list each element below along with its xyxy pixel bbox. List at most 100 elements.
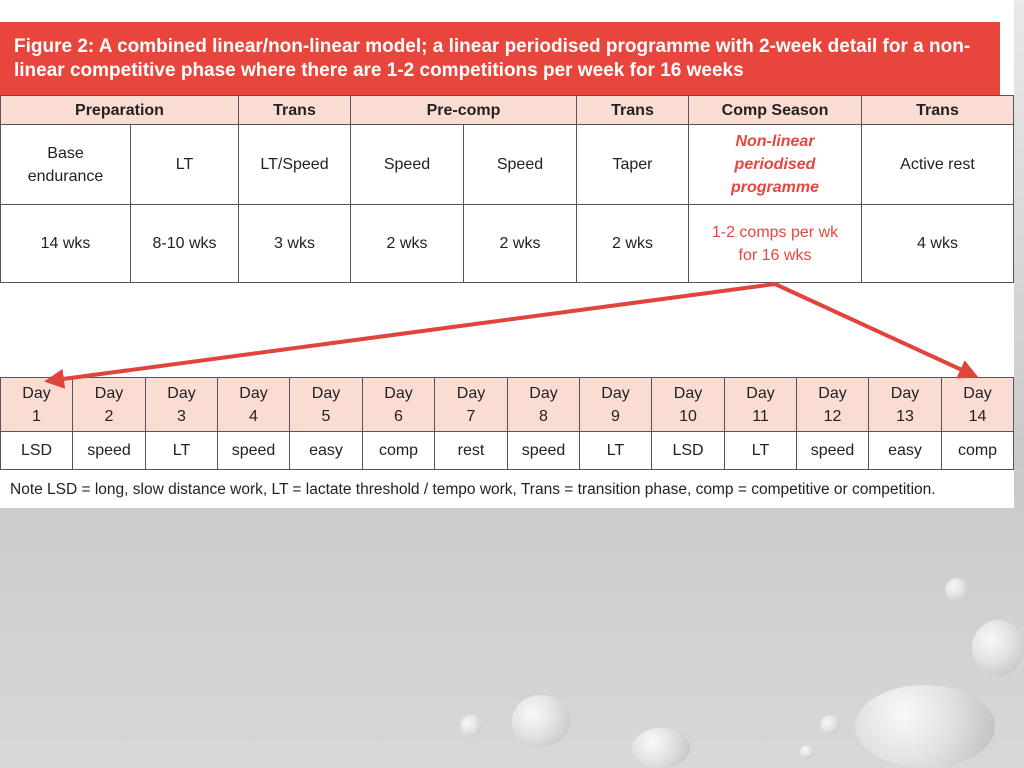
table-cell: comp	[362, 431, 435, 470]
cell-text: LSD	[672, 442, 704, 459]
table-cell: speed	[507, 431, 580, 470]
cell-text: Day 2	[94, 384, 124, 425]
table-cell: Day 2	[72, 377, 146, 432]
cell-text: 2 wks	[499, 235, 541, 252]
cell-text: speed	[521, 442, 566, 459]
table-cell: Trans	[861, 95, 1014, 125]
table-cell: 4 wks	[861, 204, 1014, 283]
figure: Figure 2: A combined linear/non-linear m…	[0, 22, 1014, 498]
cell-text: Day 12	[818, 384, 847, 425]
table-cell: easy	[868, 431, 942, 470]
table-cell: speed	[72, 431, 146, 470]
cell-text: 14 wks	[40, 235, 91, 252]
table-cell: LT	[130, 124, 239, 205]
table-cell: speed	[217, 431, 290, 470]
cell-text: Day 5	[311, 384, 341, 425]
table-cell: 8-10 wks	[130, 204, 239, 283]
table-cell: speed	[796, 431, 869, 470]
table-cell: Trans	[238, 95, 351, 125]
cell-text: Comp Season	[721, 101, 829, 119]
table-cell: Day 5	[289, 377, 363, 432]
table-cell: Day 3	[145, 377, 218, 432]
table-cell: Taper	[576, 124, 689, 205]
cell-text: easy	[888, 442, 922, 459]
cell-text: 2 wks	[612, 235, 653, 252]
cell-text: 2 wks	[386, 235, 428, 252]
cell-text: Day 3	[167, 384, 196, 425]
droplet	[972, 620, 1024, 676]
droplet	[460, 715, 482, 737]
cell-text: Taper	[612, 156, 653, 173]
cell-text: Speed	[383, 156, 431, 173]
table-cell: Day 14	[941, 377, 1014, 432]
table-cell: Day 11	[724, 377, 797, 432]
table-cell: Day 6	[362, 377, 435, 432]
table-cell: easy	[289, 431, 363, 470]
cell-text: Day 13	[890, 384, 920, 425]
table-cell: 2 wks	[350, 204, 464, 283]
cell-text: LT	[751, 442, 770, 459]
cell-text: comp	[378, 442, 419, 459]
cell-text: Non-linear periodised programme	[730, 133, 820, 196]
cell-text: speed	[87, 442, 131, 459]
cell-text: LSD	[20, 442, 53, 459]
table-cell: Day 4	[217, 377, 290, 432]
cell-text: Day 6	[384, 384, 413, 425]
cell-text: rest	[457, 442, 485, 459]
table-cell: Day 1	[0, 377, 73, 432]
cell-text: Trans	[916, 101, 959, 119]
figure-title: Figure 2: A combined linear/non-linear m…	[0, 22, 1000, 95]
cell-text: easy	[309, 442, 343, 459]
cell-text: Day 4	[239, 384, 268, 425]
arrow	[774, 282, 979, 379]
cell-text: 4 wks	[917, 235, 958, 252]
cell-text: Trans	[611, 101, 654, 119]
cell-text: 1-2 comps per wk for 16 wks	[711, 223, 839, 264]
cell-text: LT	[606, 442, 625, 459]
cell-text: Day 1	[22, 384, 51, 425]
table-cell: Day 13	[868, 377, 942, 432]
table-cell: LT	[145, 431, 218, 470]
cell-text: Day 10	[673, 384, 703, 425]
droplet	[945, 578, 969, 602]
table-cell: 2 wks	[576, 204, 689, 283]
cell-text: Day 11	[746, 384, 775, 425]
table-cell: Speed	[463, 124, 577, 205]
table-cell: Comp Season	[688, 95, 862, 125]
droplet	[632, 728, 690, 768]
cell-text: Active rest	[900, 156, 975, 173]
table-cell: 14 wks	[0, 204, 131, 283]
table-cell: Pre-comp	[350, 95, 577, 125]
table-cell: 2 wks	[463, 204, 577, 283]
table-cell: 1-2 comps per wk for 16 wks	[688, 204, 862, 283]
cell-text: Pre-comp	[426, 101, 501, 119]
cell-text: LT	[172, 442, 191, 459]
note: Note LSD = long, slow distance work, LT …	[10, 481, 936, 498]
cell-text: 8-10 wks	[152, 235, 217, 252]
cell-text: speed	[810, 442, 855, 459]
cell-text: comp	[957, 442, 998, 459]
droplet	[800, 745, 814, 759]
table-cell: LSD	[651, 431, 725, 470]
table-cell: Non-linear periodised programme	[688, 124, 862, 205]
cell-text: Day 14	[963, 384, 992, 425]
cell-text: Base endurance	[27, 144, 104, 185]
table-cell: Day 12	[796, 377, 869, 432]
cell-text: LT	[175, 156, 194, 173]
cell-text: Preparation	[75, 101, 164, 119]
cell-text: 3 wks	[274, 235, 315, 252]
table-cell: Speed	[350, 124, 464, 205]
droplet	[855, 685, 995, 768]
cell-text: Day 9	[601, 384, 630, 425]
table-cell: LT	[579, 431, 652, 470]
table-cell: LSD	[0, 431, 73, 470]
cell-text: speed	[231, 442, 276, 459]
table-cell: LT/Speed	[238, 124, 351, 205]
cell-text: Trans	[273, 101, 316, 119]
table-cell: Active rest	[861, 124, 1014, 205]
table-cell: Day 9	[579, 377, 652, 432]
table-cell: LT	[724, 431, 797, 470]
table-cell: Trans	[576, 95, 689, 125]
droplet	[820, 715, 840, 735]
